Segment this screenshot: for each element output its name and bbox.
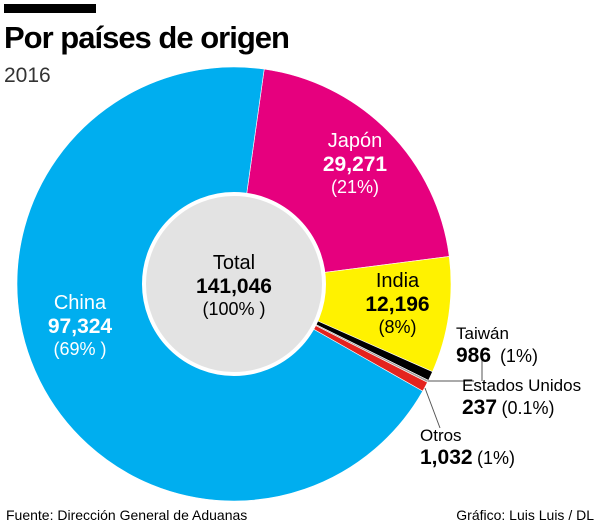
center-name: Total: [212, 252, 256, 274]
slice-name: Japón: [327, 130, 383, 152]
center-pct: (100% ): [202, 299, 266, 320]
slice-pct: (1%): [499, 345, 538, 366]
slice-name: Taiwán: [456, 324, 509, 343]
label-india: India 12,196 (8%): [355, 270, 440, 338]
slice-value: 1,032: [420, 445, 473, 469]
slice-name: Estados Unidos: [462, 376, 582, 395]
slice-pct: (21%): [330, 177, 379, 198]
label-otros: Otros 1,032 (1%): [420, 426, 515, 470]
label-estados-unidos: Estados Unidos 237 (0.1%): [462, 376, 581, 420]
slice-pct: (8%): [378, 317, 417, 338]
slice-pct: (1%): [477, 447, 516, 468]
chart-subtitle: 2016: [4, 64, 51, 87]
slice-value: 237: [462, 395, 498, 419]
slice-pct: (69% ): [53, 339, 107, 360]
slice-name: India: [375, 270, 420, 292]
slice-value: 97,324: [47, 315, 113, 338]
slice-name: China: [53, 292, 107, 314]
chart-title: Por países de origen: [4, 20, 290, 55]
center-label: Total 141,046 (100% ): [178, 252, 290, 320]
title-bar: [4, 4, 96, 13]
center-value: 141,046: [196, 275, 272, 298]
slice-name: Otros: [420, 426, 462, 445]
source-note: Fuente: Dirección General de Aduanas: [6, 507, 248, 523]
leader-line-otros: [424, 387, 441, 429]
slice-pct: (0.1%): [501, 397, 555, 418]
label-china: China 97,324 (69% ): [25, 292, 135, 360]
slice-value: 29,271: [322, 153, 388, 176]
label-japon: Japón 29,271 (21%): [300, 130, 410, 198]
donut-center: [142, 192, 326, 376]
slice-value: 986: [456, 343, 492, 367]
label-taiwan: Taiwán 986 (1%): [456, 324, 538, 368]
slice-value: 12,196: [365, 293, 430, 316]
credit-note: Gráfico: Luis Luis / DL: [456, 507, 594, 523]
